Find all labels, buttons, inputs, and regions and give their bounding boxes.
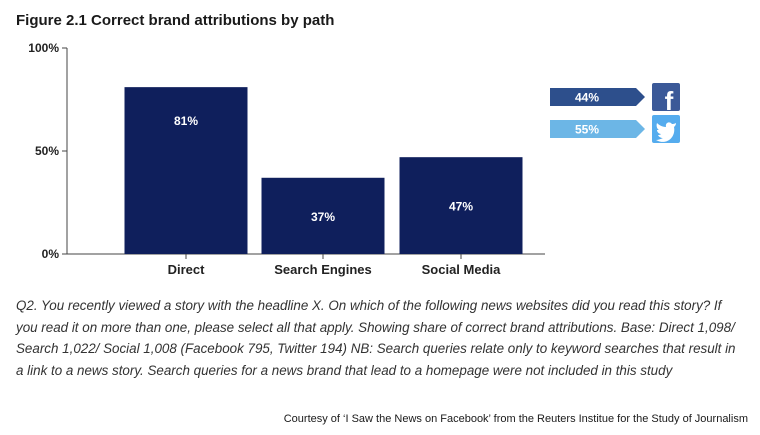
- facebook-icon: [652, 83, 680, 111]
- facebook-glyph: f: [665, 86, 674, 116]
- source-credit: Courtesy of ‘I Saw the News on Facebook’…: [283, 413, 748, 425]
- annotation-arrow: [550, 120, 645, 138]
- annotation-label: 44%: [575, 91, 599, 105]
- bar: [261, 177, 385, 254]
- bar: [399, 157, 523, 254]
- y-tick-label: 0%: [42, 247, 60, 261]
- bar: [124, 87, 248, 254]
- data-label: 37%: [311, 210, 335, 224]
- y-tick-label: 50%: [35, 144, 59, 158]
- chart-title: Figure 2.1 Correct brand attributions by…: [16, 12, 335, 29]
- data-label: 47%: [449, 200, 473, 214]
- annotation-label: 55%: [575, 123, 599, 137]
- x-tick-label: Social Media: [422, 262, 502, 277]
- annotation-arrow: [550, 88, 645, 106]
- bar-chart: 100% 50% 0% 81% Direct 37% Search Engines 47% So…: [28, 41, 680, 277]
- twitter-bird-glyph: [656, 122, 676, 142]
- data-label: 81%: [174, 114, 198, 128]
- y-tick-label: 100%: [28, 41, 59, 55]
- x-tick-label: Direct: [168, 262, 206, 277]
- x-tick-label: Search Engines: [274, 262, 372, 277]
- question-notes: Q2. You recently viewed a story with the…: [16, 298, 736, 378]
